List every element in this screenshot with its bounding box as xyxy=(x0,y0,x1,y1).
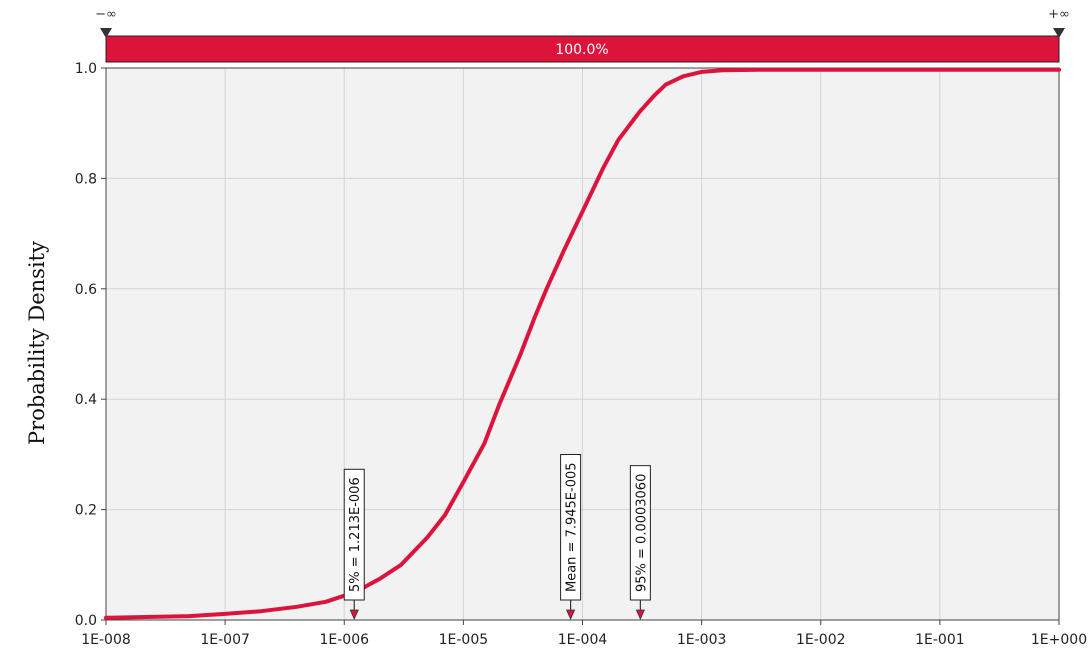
x-tick-label: 1E+000 xyxy=(1031,632,1087,648)
statistic-marker[interactable]: Mean = 7.945E-005 xyxy=(560,453,582,620)
y-tick-label: 0.6 xyxy=(75,282,97,298)
x-tick-label: 1E-007 xyxy=(200,632,250,648)
range-bar-label: 100.0% xyxy=(555,42,608,58)
y-tick-label: 0.2 xyxy=(75,503,97,519)
marker-group: 5% = 1.213E-006 Mean = 7.945E-005 95% = 0.… xyxy=(343,453,651,620)
statistic-marker[interactable]: 5% = 1.213E-006 xyxy=(343,468,365,620)
y-tick-label: 0.4 xyxy=(75,392,97,408)
x-tick-label: 1E-004 xyxy=(558,632,608,648)
marker-label: 95% = 0.0003060 xyxy=(634,474,649,592)
x-tick-label: 1E-006 xyxy=(319,632,369,648)
x-tick-label: 1E-001 xyxy=(915,632,965,648)
marker-arrow-head xyxy=(349,609,359,620)
x-tick-label: 1E-002 xyxy=(796,632,846,648)
x-tick-label: 1E-008 xyxy=(81,632,131,648)
marker-arrow-head xyxy=(565,609,576,620)
right-range-handle[interactable] xyxy=(1053,28,1065,38)
marker-arrow-head xyxy=(635,609,645,620)
range-right-label: +∞ xyxy=(1048,7,1070,22)
y-tick-label: 0.0 xyxy=(75,613,97,629)
marker-label: Mean = 7.945E-005 xyxy=(565,462,580,592)
left-range-handle[interactable] xyxy=(100,28,112,38)
range-bar[interactable] xyxy=(105,35,1060,63)
tick-labels: 1E-008 1E-007 1E-006 1E-005 1E-004 1E-003 1E-0… xyxy=(75,61,1087,648)
y-tick-label: 0.8 xyxy=(75,171,97,187)
x-tick-label: 1E-005 xyxy=(439,632,489,648)
range-left-label: −∞ xyxy=(95,7,117,22)
y-axis-label: Probability Density xyxy=(25,241,49,445)
cdf-line xyxy=(104,67,1061,620)
y-tick-label: 1.0 xyxy=(75,61,97,77)
marker-label: 5% = 1.213E-006 xyxy=(348,477,363,592)
x-tick-label: 1E-003 xyxy=(677,632,727,648)
statistic-marker[interactable]: 95% = 0.0003060 xyxy=(629,465,651,620)
